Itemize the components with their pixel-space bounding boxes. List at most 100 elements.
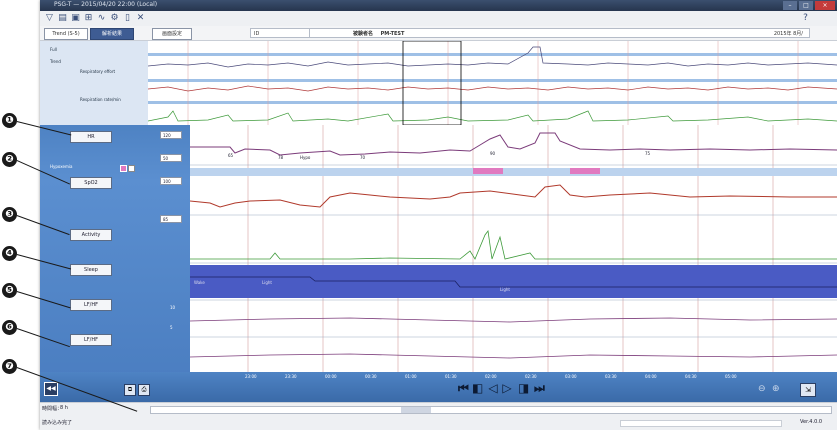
- signal-icon[interactable]: ∿: [97, 13, 106, 23]
- window-title: PSG-T — 2015/04/20 22:00 (Local): [54, 1, 158, 8]
- rewind-icon[interactable]: ◀◀: [44, 382, 58, 396]
- sleep-band: [190, 265, 837, 298]
- lf-scale-max: 10: [170, 305, 176, 310]
- spo2-scale-max[interactable]: 100: [160, 177, 182, 185]
- hr-annotation: 65: [228, 153, 234, 158]
- version-label: Ver.4.0.0: [800, 419, 823, 425]
- hr-scale-max[interactable]: 120: [160, 131, 182, 139]
- zoom-label: 時間幅：: [42, 406, 63, 412]
- zoom-in-icon[interactable]: ⊕: [772, 384, 780, 394]
- hr-annotation: 78: [278, 155, 284, 160]
- overview-label-resp: Respiratory effort: [80, 69, 116, 74]
- export-icon[interactable]: ⇲: [800, 383, 816, 397]
- sleep-label: Wake: [194, 280, 205, 285]
- time-axis-label: 01:30: [445, 374, 457, 379]
- channel-button-sleep[interactable]: Sleep: [70, 264, 112, 276]
- channel-button-lfhf-2[interactable]: LF/HF: [70, 334, 112, 346]
- save-icon[interactable]: ▣: [71, 13, 80, 23]
- tab-screen-settings[interactable]: 画面設定: [152, 28, 192, 40]
- minimize-button[interactable]: –: [783, 1, 797, 10]
- overview-label-trend: Trend: [50, 59, 61, 64]
- status-bar: 時間幅： 8 h 読み込み完了 Ver.4.0.0: [40, 402, 837, 430]
- hr-scale-min[interactable]: 50: [160, 154, 182, 162]
- copy-icon[interactable]: ⧉: [124, 384, 136, 396]
- subject-name-label: 被験者名: [353, 31, 374, 37]
- tab-trend[interactable]: Trend (S-5): [44, 28, 88, 40]
- close-window-button[interactable]: ×: [815, 1, 835, 10]
- subject-name-value: PM-TEST: [380, 31, 405, 37]
- activity-trace: [190, 229, 837, 260]
- settings-icon[interactable]: ⚙: [110, 13, 119, 23]
- id-field: ID: [250, 28, 310, 38]
- channel-button-lfhf-1[interactable]: LF/HF: [70, 299, 112, 311]
- time-axis-label: 04:30: [685, 374, 697, 379]
- time-axis-label: 00:30: [365, 374, 377, 379]
- tab-analysis[interactable]: 解析結果: [90, 28, 134, 40]
- subject-field: 被験者名 PM-TEST 2015年 8月/: [310, 28, 810, 38]
- last-button[interactable]: ⏭: [534, 381, 545, 395]
- zoom-out-icon[interactable]: ⊖: [758, 384, 766, 394]
- progress-bar: [620, 420, 782, 427]
- hypoxemia-marker: [570, 168, 600, 174]
- hr-trace: [190, 132, 837, 156]
- next-page-button[interactable]: ◨: [518, 381, 530, 395]
- time-axis-label: 05:00: [725, 374, 737, 379]
- help-icon[interactable]: ?: [803, 13, 808, 23]
- time-axis-label: 02:00: [485, 374, 497, 379]
- channel-button-spo2[interactable]: SpO2: [70, 177, 112, 189]
- date-value: 2015年 8月/: [773, 31, 803, 37]
- time-axis-label: 23:00: [245, 374, 257, 379]
- overview-panel[interactable]: [148, 41, 837, 125]
- overview-labels: Full Trend Respiratory effort Respiratio…: [40, 41, 148, 125]
- overview-resp-trace: [148, 85, 837, 92]
- callout-4: ❹: [2, 246, 17, 261]
- toolbar: ▽ ▤ ▣ ⊞ ∿ ⚙ ▯ ✕ ?: [40, 11, 837, 27]
- status-text: 読み込み完了: [42, 420, 73, 426]
- trend-chart: [190, 125, 837, 372]
- zoom-value: 8 h: [60, 405, 68, 411]
- print-icon[interactable]: ⎙: [138, 384, 150, 396]
- page-icon[interactable]: ▯: [125, 13, 130, 23]
- hr-annotation: 70: [360, 155, 366, 160]
- title-bar: PSG-T — 2015/04/20 22:00 (Local) – □ ×: [40, 0, 837, 11]
- overview-rate-trace: [148, 110, 837, 122]
- hypo-checkbox-2[interactable]: [128, 165, 135, 172]
- overview-divider: [148, 79, 837, 82]
- scrollbar-thumb[interactable]: [401, 407, 431, 413]
- overview-label-full: Full: [50, 47, 57, 52]
- horizontal-scrollbar[interactable]: [150, 406, 832, 414]
- close-doc-icon[interactable]: ✕: [136, 13, 145, 23]
- prev-page-button[interactable]: ◧: [472, 381, 484, 395]
- time-axis-label: 03:00: [565, 374, 577, 379]
- document-icon[interactable]: ▤: [58, 13, 67, 23]
- hypo-checkbox[interactable]: [120, 165, 127, 172]
- hypoxemia-marker: [473, 168, 503, 174]
- maximize-button[interactable]: □: [799, 1, 813, 10]
- chart-icon[interactable]: ⊞: [84, 13, 93, 23]
- callout-7: ❼: [2, 359, 17, 374]
- overview-divider: [148, 101, 837, 104]
- filter-icon[interactable]: ▽: [46, 13, 53, 23]
- hr-annotation: 75: [645, 151, 651, 156]
- time-axis-label: 03:30: [605, 374, 617, 379]
- hr-annotation: 90: [490, 151, 496, 156]
- overview-divider: [148, 53, 837, 56]
- lf-scale-mid: 5: [170, 325, 173, 330]
- overview-chart: [148, 41, 837, 125]
- time-axis-label: 01:00: [405, 374, 417, 379]
- spo2-trace: [190, 184, 837, 208]
- left-button[interactable]: ◁: [488, 381, 498, 395]
- time-axis-label: 02:30: [525, 374, 537, 379]
- trend-chart-area[interactable]: 65 78 Hypo 70 90 75 Wake Light Light: [190, 125, 837, 372]
- hypoxemia-band: [190, 168, 837, 176]
- channel-group-label: Hypoxemia: [50, 164, 73, 169]
- channel-button-hr[interactable]: HR: [70, 131, 112, 143]
- time-axis-label: 04:00: [645, 374, 657, 379]
- callout-5: ❺: [2, 283, 17, 298]
- callout-2: ❷: [2, 152, 17, 167]
- spo2-scale-min[interactable]: 85: [160, 215, 182, 223]
- first-button[interactable]: ⏮: [458, 381, 469, 395]
- callout-1: ❶: [2, 113, 17, 128]
- right-button[interactable]: ▷: [502, 381, 512, 395]
- channel-button-activity[interactable]: Activity: [70, 229, 112, 241]
